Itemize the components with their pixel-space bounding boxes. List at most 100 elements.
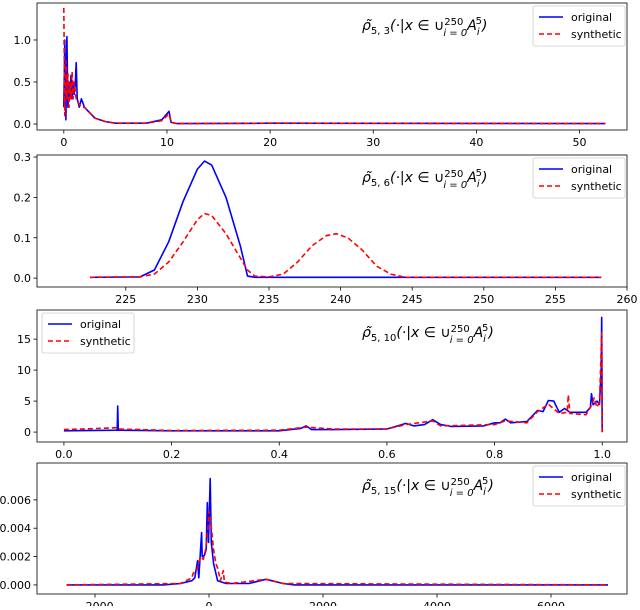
- series-line-original: [89, 160, 602, 279]
- title-A-sup: 5: [476, 168, 482, 179]
- series-line-original: [63, 316, 604, 433]
- legend-label-original: original: [571, 11, 612, 24]
- title-sub-i: i = 0: [450, 335, 474, 346]
- legend-label-original: original: [571, 471, 612, 484]
- x-tick-label: 245: [402, 293, 423, 306]
- y-tick-label: 0.000: [0, 579, 31, 592]
- y-tick-label: 0: [24, 426, 31, 439]
- title-sup-n: 250: [444, 169, 463, 180]
- y-tick-label: 0.2: [14, 191, 32, 204]
- title-A-sup: 5: [476, 16, 482, 27]
- title-sup-n: 250: [444, 17, 463, 28]
- series-line-synthetic: [63, 332, 604, 433]
- x-tick-label: 240: [330, 293, 351, 306]
- y-tick-label: 0.0: [14, 272, 32, 285]
- axes-frame: [36, 154, 628, 288]
- y-tick-label: 0.006: [0, 494, 31, 507]
- subplot-title: ρ̃5, 3(·|x ∈ ∪250 i = 0Ai5): [362, 16, 487, 39]
- legend: original synthetic: [532, 157, 626, 199]
- subplot-title: ρ̃5, 6(·|x ∈ ∪250 i = 0Ai5): [362, 168, 487, 191]
- x-tick-label: 0.2: [163, 448, 181, 461]
- y-tick-label: 0.5: [14, 76, 32, 89]
- x-tick-label: −2000: [76, 600, 113, 606]
- title-A: A: [466, 170, 477, 186]
- subplot-title: ρ̃5, 15(·|x ∈ ∪250 i = 0Ai5): [362, 476, 494, 499]
- title-sub-i: i = 0: [443, 28, 467, 39]
- legend: original synthetic: [41, 312, 135, 354]
- x-tick-label: 255: [545, 293, 566, 306]
- x-tick-label: 260: [617, 293, 638, 306]
- x-tick-label: 225: [115, 293, 136, 306]
- series-line-synthetic: [89, 212, 602, 279]
- y-tick-label: 1.0: [14, 34, 32, 47]
- y-tick-label: 0.002: [0, 551, 31, 564]
- title-rho: ρ̃: [362, 478, 372, 494]
- title-sub-i: i = 0: [443, 180, 467, 191]
- y-tick-label: 10: [17, 364, 31, 377]
- series-line-synthetic: [63, 7, 606, 125]
- x-tick-label: 0.6: [378, 448, 396, 461]
- subplot-1: 0 10 20 30 40 50 0.0 0.5 1.0 ρ̃5, 3(·|x ∈ ∪250 i =…: [14, 2, 628, 149]
- title-rho: ρ̃: [362, 18, 372, 34]
- x-tick-label: 230: [187, 293, 208, 306]
- title-A: A: [473, 325, 484, 341]
- x-tick-label: 30: [366, 136, 380, 149]
- subplot-title: ρ̃5, 10(·|x ∈ ∪250 i = 0Ai5): [362, 323, 494, 346]
- title-cond: (·|x ∈ ∪: [396, 325, 450, 341]
- title-A-sup: 5: [482, 476, 488, 487]
- legend: original synthetic: [532, 5, 626, 47]
- title-close: ): [487, 478, 493, 494]
- series-line-synthetic: [66, 510, 609, 586]
- title-cond: (·|x ∈ ∪: [396, 478, 450, 494]
- legend-frame: [532, 5, 626, 47]
- legend-label-original: original: [80, 318, 121, 331]
- y-tick-label: 0.1: [14, 232, 32, 245]
- title-A-sup: 5: [482, 323, 488, 334]
- subplot-4: −2000 0 2000 4000 6000 0.000 0.002 0.004 0.006 ρ̃…: [0, 462, 628, 610]
- x-tick-label: 10: [160, 136, 174, 149]
- legend-label-original: original: [571, 163, 612, 176]
- x-tick-label: 0.0: [55, 448, 73, 461]
- title-cond: (·|x ∈ ∪: [390, 18, 444, 34]
- x-tick-label: 2000: [309, 600, 337, 606]
- x-tick-label: 20: [263, 136, 277, 149]
- y-tick-label: 15: [17, 333, 31, 346]
- title-sub-i: i = 0: [450, 488, 474, 499]
- y-tick-label: 5: [24, 395, 31, 408]
- title-rho: ρ̃: [362, 325, 372, 341]
- title-cond: (·|x ∈ ∪: [390, 170, 444, 186]
- title-sup-n: 250: [451, 477, 470, 488]
- x-tick-label: 4000: [423, 600, 451, 606]
- title-A-sub: i: [477, 179, 480, 190]
- title-A: A: [473, 478, 484, 494]
- title-A-sub: i: [483, 334, 486, 345]
- x-tick-label: 0: [60, 136, 67, 149]
- series-line-original: [63, 35, 606, 125]
- title-sup-n: 250: [451, 324, 470, 335]
- x-tick-label: 235: [258, 293, 279, 306]
- legend-label-synthetic: synthetic: [571, 28, 622, 41]
- title-sub: 5, 10: [371, 333, 396, 344]
- x-tick-label: 50: [573, 136, 587, 149]
- y-tick-label: 0.0: [14, 118, 32, 131]
- title-sub: 5, 3: [371, 26, 390, 37]
- title-close: ): [481, 18, 487, 34]
- x-tick-label: 40: [469, 136, 483, 149]
- title-A-sub: i: [483, 487, 486, 498]
- legend-label-synthetic: synthetic: [571, 180, 622, 193]
- axes-frame: [36, 2, 628, 131]
- x-tick-label: 0.8: [486, 448, 504, 461]
- x-tick-label: 6000: [537, 600, 565, 606]
- x-tick-label: 250: [473, 293, 494, 306]
- title-A-sub: i: [477, 27, 480, 38]
- legend-label-synthetic: synthetic: [80, 335, 131, 348]
- title-rho: ρ̃: [362, 170, 372, 186]
- subplot-2: 225 230 235 240 245 250 255 260 0.0 0.1 0.2 0.3 ρ̃5,…: [14, 151, 638, 306]
- y-tick-label: 0.004: [0, 522, 31, 535]
- series-line-original: [66, 477, 608, 586]
- x-tick-label: 0.4: [270, 448, 288, 461]
- legend-label-synthetic: synthetic: [571, 488, 622, 501]
- x-tick-label: 0: [206, 600, 213, 606]
- title-close: ): [481, 170, 487, 186]
